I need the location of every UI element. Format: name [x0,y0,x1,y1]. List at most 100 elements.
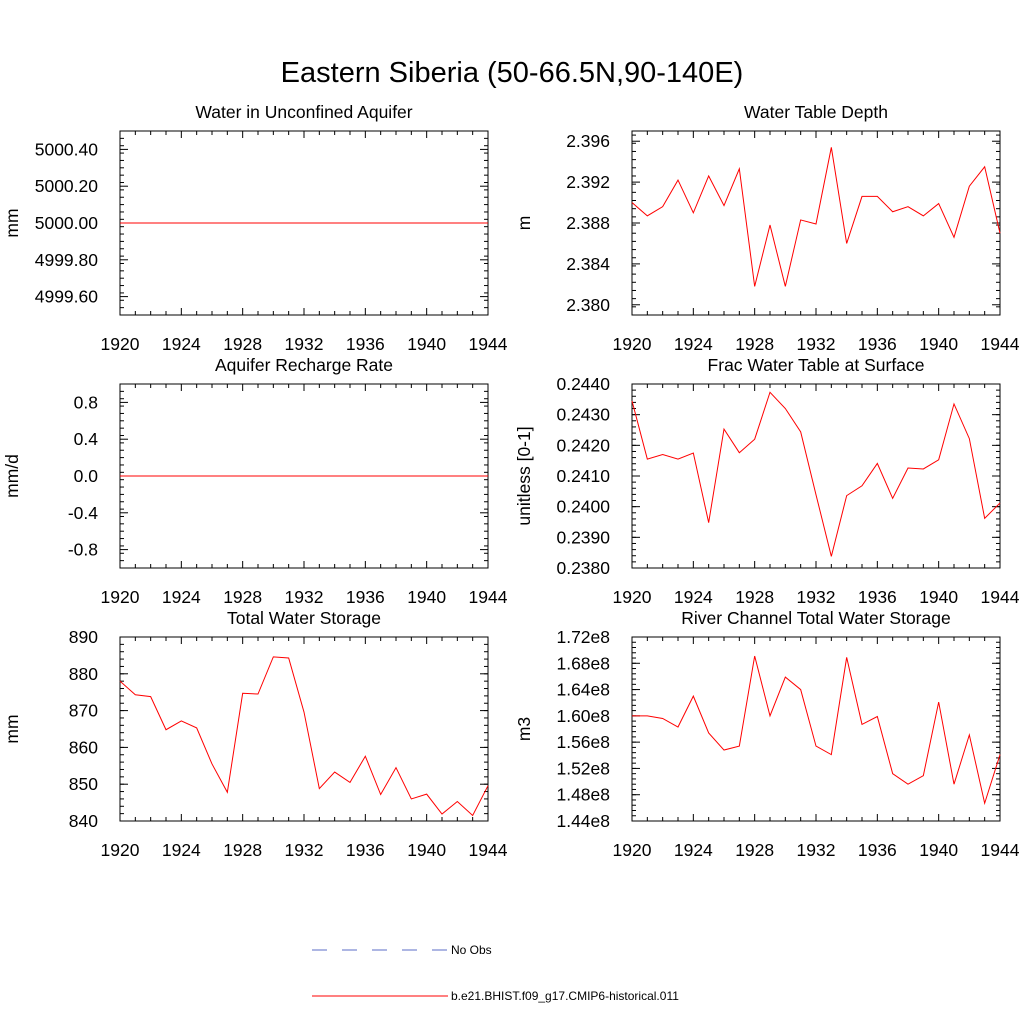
y-tick-label: 890 [69,627,98,647]
x-tick-label: 1924 [674,840,713,860]
x-tick-label: 1936 [346,587,385,607]
y-tick-label: 0.8 [74,392,98,412]
y-tick-label: 0.2380 [556,558,610,578]
panels: Water in Unconfined Aquifer mm 1920 1924 192… [2,102,1020,860]
y-axis-label: m [514,216,534,231]
x-tick-label: 1940 [919,840,958,860]
x-tick-label: 1932 [285,587,324,607]
y-axis-label: mm [2,208,22,237]
y-tick-label: 2.392 [566,172,610,192]
x-tick-label: 1936 [346,334,385,354]
legend-obs-label: No Obs [451,943,492,957]
plot-frame [119,636,489,822]
y-tick-label: 860 [69,737,98,757]
y-tick-label: 1.64e8 [556,680,610,700]
y-tick-label: 2.380 [566,295,610,315]
y-tick-label: 0.2430 [556,405,610,425]
x-tick-label: 1920 [613,840,652,860]
series-line-1 [631,147,1001,287]
y-tick-label: 0.2440 [556,374,610,394]
x-tick-label: 1932 [797,587,836,607]
x-tick-label: 1924 [162,587,201,607]
panel-title: Water Table Depth [744,102,888,122]
x-tick-label: 1920 [101,587,140,607]
y-axis-label: mm/d [2,454,22,498]
y-tick-label: -0.8 [68,540,98,560]
x-tick-label: 1928 [735,840,774,860]
y-tick-label: 840 [69,811,98,831]
x-tick-label: 1932 [797,840,836,860]
panel-title: Frac Water Table at Surface [708,355,925,375]
panel-title: Total Water Storage [227,608,381,628]
y-tick-label: 0.2410 [556,466,610,486]
y-tick-label: 1.68e8 [556,653,610,673]
y-tick-label: 4999.80 [35,250,99,270]
x-tick-label: 1932 [285,334,324,354]
series-line-1 [632,655,1001,806]
x-tick-label: 1928 [223,334,262,354]
y-tick-label: 1.72e8 [556,627,610,647]
legend: No Obs b.e21.BHIST.f09_g17.CMIP6-histori… [312,943,679,1003]
series-line-1 [631,391,1001,557]
x-tick-label: 1924 [674,587,713,607]
x-tick-label: 1944 [469,840,508,860]
x-tick-label: 1936 [858,840,897,860]
y-tick-label: 0.2400 [556,497,610,517]
x-tick-label: 1940 [407,587,446,607]
y-tick-label: 0.2420 [556,435,610,455]
y-tick-label: 1.60e8 [556,706,610,726]
panel-2: Water Table Depth m 1920 1924 1928 1932 1936 19… [514,102,1020,354]
x-tick-label: 1920 [613,587,652,607]
y-tick-label: -0.4 [68,503,98,523]
y-tick-label: 0.2390 [556,527,610,547]
x-tick-label: 1944 [981,587,1020,607]
x-tick-label: 1944 [469,334,508,354]
y-tick-label: 2.384 [566,254,610,274]
x-tick-label: 1932 [797,334,836,354]
panel-4: Frac Water Table at Surface unitless [0-1… [514,355,1020,607]
series-line-1 [119,656,489,817]
x-tick-label: 1940 [919,334,958,354]
x-tick-label: 1920 [101,840,140,860]
x-tick-label: 1924 [162,840,201,860]
x-tick-label: 1924 [674,334,713,354]
y-tick-label: 2.396 [566,131,610,151]
y-tick-label: 880 [69,664,98,684]
legend-model-label: b.e21.BHIST.f09_g17.CMIP6-historical.011 [451,989,679,1003]
y-tick-label: 1.48e8 [556,785,610,805]
x-tick-label: 1936 [858,334,897,354]
x-tick-label: 1936 [858,587,897,607]
y-tick-label: 870 [69,701,98,721]
x-tick-label: 1944 [981,334,1020,354]
x-tick-label: 1920 [101,334,140,354]
x-tick-label: 1928 [735,587,774,607]
x-tick-label: 1928 [735,334,774,354]
y-tick-label: 1.52e8 [556,758,610,778]
panel-3: Aquifer Recharge Rate mm/d 1920 1924 1928 193… [2,355,508,607]
figure-title: Eastern Siberia (50-66.5N,90-140E) [281,57,744,89]
x-tick-label: 1928 [223,587,262,607]
plot-frame [631,383,1001,569]
x-tick-label: 1932 [285,840,324,860]
y-tick-label: 0.4 [74,429,99,449]
y-tick-label: 1.56e8 [556,732,610,752]
panel-5: Total Water Storage mm 1920 1924 1928 1932 193… [2,608,508,860]
x-tick-label: 1940 [919,587,958,607]
x-tick-label: 1944 [469,587,508,607]
plot-frame [631,636,1001,822]
y-tick-label: 850 [69,774,98,794]
x-tick-label: 1940 [407,334,446,354]
y-tick-label: 2.388 [566,213,610,233]
panel-1: Water in Unconfined Aquifer mm 1920 1924 192… [2,102,508,354]
y-tick-label: 5000.20 [35,176,99,196]
x-tick-label: 1944 [981,840,1020,860]
y-tick-label: 0.0 [74,466,99,486]
panel-title: Water in Unconfined Aquifer [195,102,412,122]
y-tick-label: 4999.60 [35,287,99,307]
y-axis-label: unitless [0-1] [514,426,534,525]
y-tick-label: 1.44e8 [556,811,610,831]
y-tick-label: 5000.40 [35,139,99,159]
x-tick-label: 1936 [346,840,385,860]
